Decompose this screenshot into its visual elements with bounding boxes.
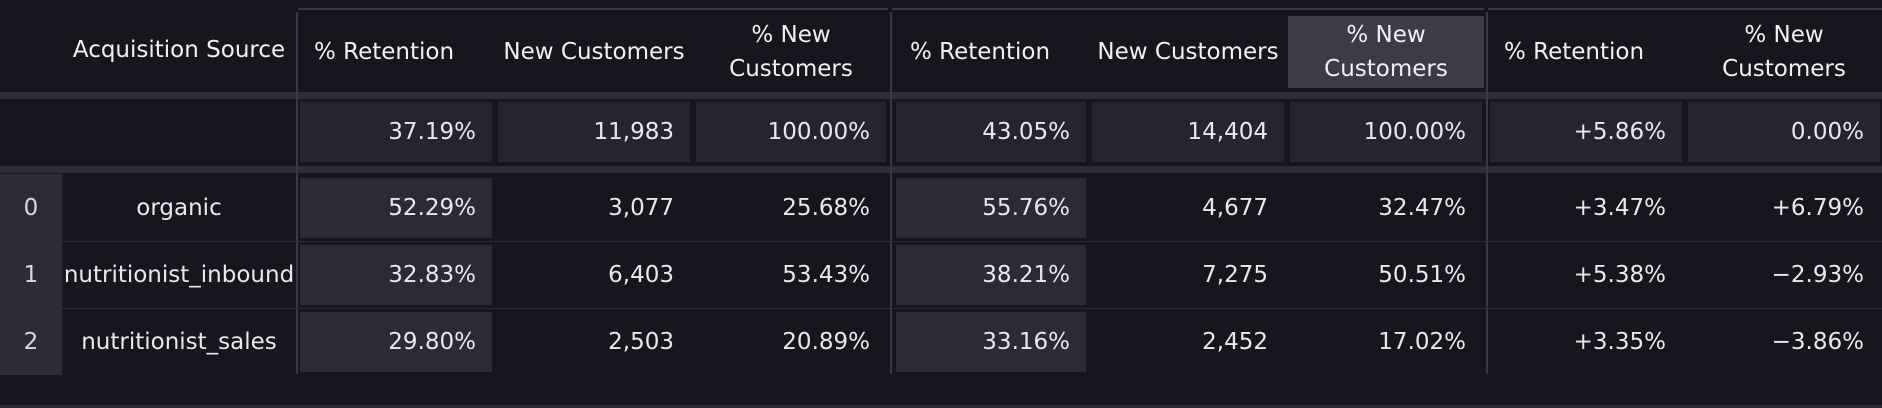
column-header: % New Customers [1722,22,1846,82]
column-group-separator [890,12,892,374]
table-cell: 4,677 [1202,195,1268,221]
table-cell: 20.89% [782,329,870,355]
table-cell: +3.47% [1573,195,1666,221]
row-index-cell: 0 [0,174,62,241]
totals-divider [0,166,1882,173]
row-index-cell: 1 [0,241,62,308]
totals-cell: 100.00% [1290,102,1482,162]
column-group-top-border [892,8,1484,10]
table-cell: 32.83% [300,245,492,305]
table-bottom-border [0,405,1882,408]
totals-cell: 11,983 [498,102,690,162]
table-cell: 55.76% [896,178,1086,238]
column-header-highlighted: % New Customers [1288,16,1484,88]
table-cell: −3.86% [1771,329,1864,355]
table-cell: 38.21% [896,245,1086,305]
totals-cell: 0.00% [1688,102,1880,162]
column-header-acquisition-source: Acquisition Source [72,37,286,63]
column-header: New Customers [503,39,685,65]
source-cell: nutritionist_inbound [63,262,295,288]
table-cell: 29.80% [300,312,492,372]
column-group-separator [296,12,298,374]
column-group-top-border [298,8,888,10]
header-divider [0,92,1882,99]
table-cell: −2.93% [1771,262,1864,288]
table-cell: 3,077 [608,195,674,221]
totals-source-cell [62,102,296,162]
totals-cell: +5.86% [1490,102,1682,162]
table-cell: 2,503 [608,329,674,355]
totals-cell: 100.00% [696,102,886,162]
table-cell: 2,452 [1202,329,1268,355]
table-cell: 52.29% [300,178,492,238]
column-header: % Retention [910,39,1051,65]
column-header-index [0,12,62,88]
table-cell: 25.68% [782,195,870,221]
table-cell: 53.43% [782,262,870,288]
column-header: % Retention [1504,39,1645,65]
column-header: % Retention [314,39,455,65]
table-cell: 17.02% [1378,329,1466,355]
table-cell: +3.35% [1573,329,1666,355]
totals-cell: 43.05% [896,102,1086,162]
table-cell: 7,275 [1202,262,1268,288]
column-header: New Customers [1097,39,1279,65]
totals-index-cell [0,102,62,162]
source-cell: organic [136,195,222,221]
table-cell: +5.38% [1573,262,1666,288]
source-cell: nutritionist_sales [81,329,277,355]
table-cell: +6.79% [1771,195,1864,221]
row-index-cell: 2 [0,308,62,375]
totals-cell: 14,404 [1092,102,1284,162]
table-cell: 33.16% [896,312,1086,372]
column-group-top-border [1488,8,1882,10]
column-group-separator [1486,12,1488,374]
column-header: % New Customers [729,22,853,82]
table-cell: 50.51% [1378,262,1466,288]
row-divider [62,308,1882,309]
row-divider [62,241,1882,242]
totals-cell: 37.19% [300,102,492,162]
table-cell: 32.47% [1378,195,1466,221]
table-cell: 6,403 [608,262,674,288]
